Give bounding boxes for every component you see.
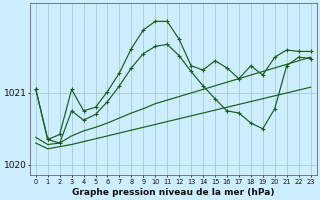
X-axis label: Graphe pression niveau de la mer (hPa): Graphe pression niveau de la mer (hPa) xyxy=(72,188,275,197)
